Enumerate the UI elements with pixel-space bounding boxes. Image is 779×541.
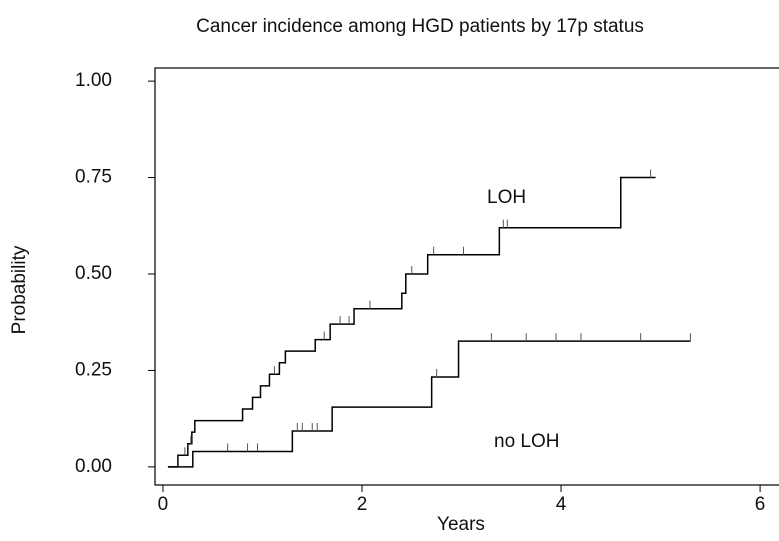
y-tick-label: 0.25 [75,359,112,380]
x-axis-label: Years [437,514,485,535]
x-tick-label: 4 [556,494,567,515]
series-label: LOH [487,187,526,208]
y-tick-label: 1.00 [75,70,112,91]
y-tick-label: 0.00 [75,456,112,477]
series-label: no LOH [494,431,559,452]
y-axis-label: Probability [9,245,30,334]
km-curve [167,176,656,468]
chart-title: Cancer incidence among HGD patients by 1… [196,16,644,37]
plot-frame [154,67,779,486]
y-tick-label: 0.75 [75,167,112,188]
y-tick-label: 0.50 [75,263,112,284]
x-tick-label: 0 [158,494,169,515]
x-tick-label: 2 [357,494,368,515]
km-curve [167,340,691,468]
x-tick-label: 6 [755,494,766,515]
